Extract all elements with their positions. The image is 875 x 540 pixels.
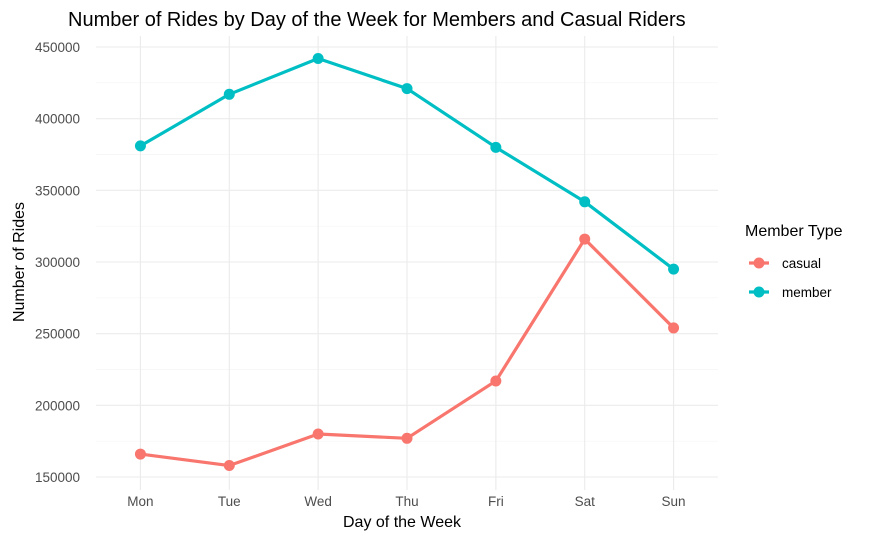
x-tick-label: Sat	[575, 494, 596, 509]
y-axis-title: Number of Rides	[11, 202, 28, 322]
data-point-member	[223, 88, 235, 100]
legend-label: casual	[782, 256, 821, 271]
y-tick-label: 300000	[35, 255, 80, 270]
y-tick-label: 350000	[35, 183, 80, 198]
data-point-member	[134, 140, 146, 152]
y-tick-label: 400000	[35, 112, 80, 127]
data-point-casual	[490, 375, 502, 387]
legend-item-casual: casual	[749, 256, 821, 271]
legend-key-point	[753, 286, 765, 298]
series-member	[134, 52, 680, 275]
legend-item-member: member	[749, 285, 832, 300]
x-tick-label: Wed	[304, 494, 332, 509]
x-tick-label: Sun	[662, 494, 686, 509]
y-tick-label: 250000	[35, 327, 80, 342]
x-axis-title: Day of the Week	[343, 514, 462, 531]
y-tick-label: 150000	[35, 470, 80, 485]
data-point-casual	[668, 322, 680, 334]
data-point-member	[490, 141, 502, 153]
x-tick-label: Fri	[488, 494, 504, 509]
data-point-member	[668, 263, 680, 275]
series-layer	[134, 52, 680, 472]
data-point-member	[579, 196, 591, 208]
data-point-member	[312, 52, 324, 64]
y-tick-label: 450000	[35, 40, 80, 55]
data-point-casual	[312, 428, 324, 440]
x-axis-ticks: Mon Tue Wed Thu Fri Sat Sun	[127, 494, 685, 509]
data-point-member	[401, 83, 413, 95]
legend-title: Member Type	[745, 223, 843, 240]
legend: Member Type casual member	[745, 223, 843, 300]
x-tick-label: Mon	[127, 494, 153, 509]
legend-key-point	[753, 257, 765, 269]
data-point-casual	[223, 460, 235, 472]
x-tick-label: Tue	[218, 494, 241, 509]
y-tick-label: 200000	[35, 398, 80, 413]
data-point-casual	[579, 233, 591, 245]
series-casual	[134, 233, 680, 472]
legend-label: member	[782, 285, 832, 300]
x-tick-label: Thu	[395, 494, 418, 509]
grid	[96, 36, 718, 490]
data-point-casual	[401, 432, 413, 444]
data-point-casual	[134, 448, 146, 460]
y-axis-ticks: 150000 200000 250000 300000 350000 400000 4500…	[35, 40, 80, 485]
chart-title: Number of Rides by Day of the Week for M…	[68, 9, 686, 31]
